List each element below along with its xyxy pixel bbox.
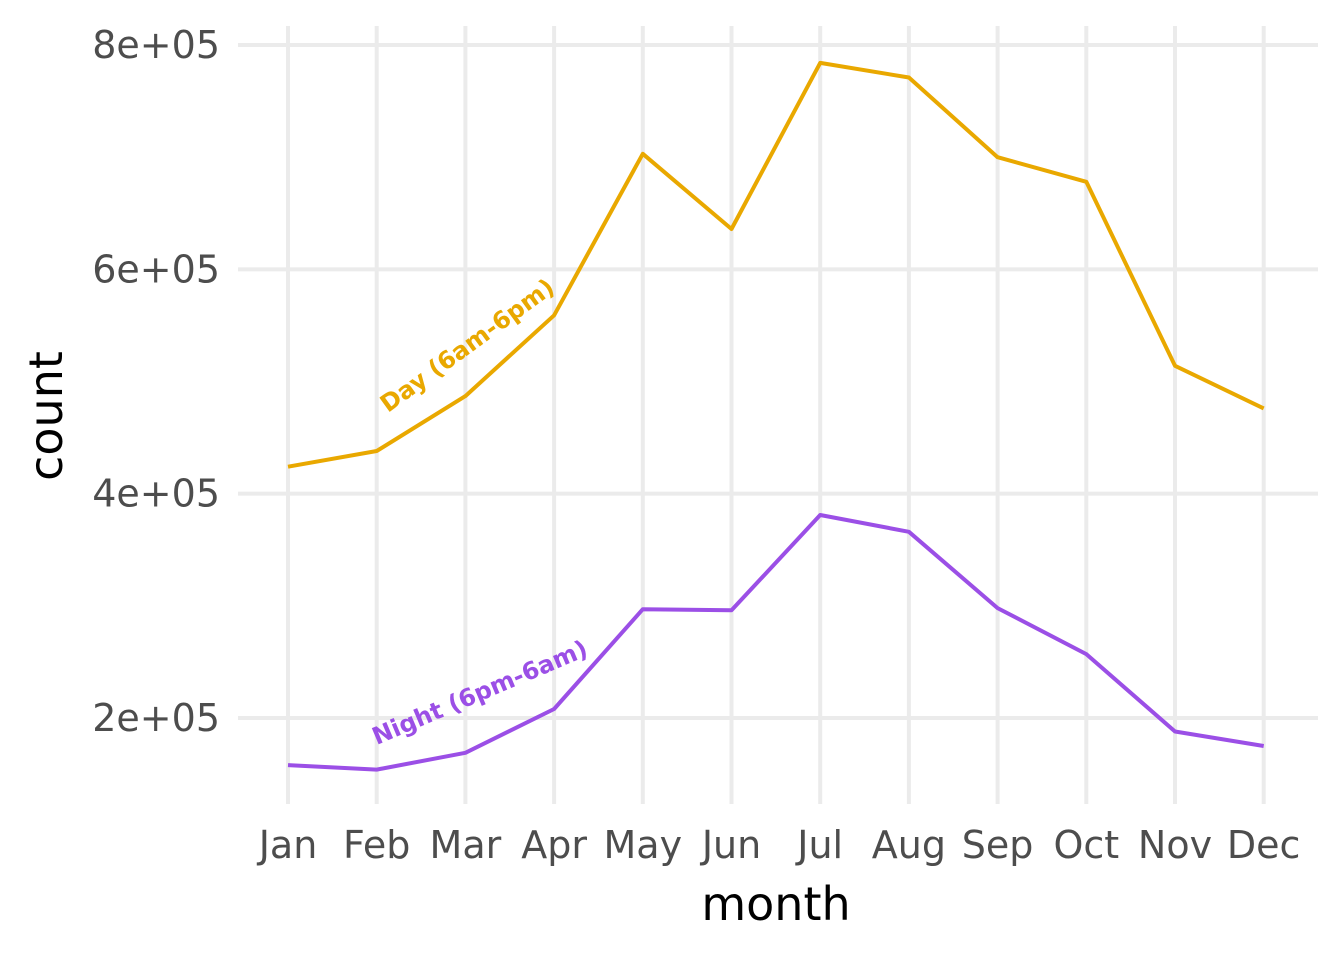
x-tick-label: Nov <box>1138 823 1212 867</box>
x-tick-label: Dec <box>1227 823 1301 867</box>
x-tick-label: Apr <box>521 823 587 867</box>
night-series-label: Night (6pm-6am) <box>368 635 592 751</box>
x-tick-label: Jun <box>700 823 761 867</box>
y-tick-label: 4e+05 <box>92 472 220 516</box>
y-tick-label: 2e+05 <box>92 696 220 740</box>
y-axis-title: count <box>19 351 73 481</box>
x-tick-label: May <box>604 823 683 867</box>
x-tick-label: Mar <box>430 823 502 867</box>
series-labels: Day (6am-6pm)Night (6pm-6am) <box>368 273 592 751</box>
x-axis-ticks: Jan Feb Mar Apr May Jun Jul Aug Sep Oct Nov Dec <box>257 823 1301 867</box>
x-axis-title: month <box>701 877 850 931</box>
x-tick-label: Feb <box>343 823 410 867</box>
night-series-line <box>287 513 1265 772</box>
grid-lines <box>238 26 1318 804</box>
y-tick-label: 8e+05 <box>92 23 220 67</box>
y-axis-ticks: 2e+05 4e+05 6e+05 8e+05 <box>92 23 220 740</box>
y-tick-label: 6e+05 <box>92 247 220 291</box>
series-lines <box>287 60 1265 772</box>
x-tick-label: Sep <box>962 823 1034 867</box>
x-tick-label: Jan <box>257 823 318 867</box>
x-tick-label: Oct <box>1053 823 1119 867</box>
x-tick-label: Aug <box>872 823 946 867</box>
day-series-line <box>287 60 1265 469</box>
x-tick-label: Jul <box>795 823 843 867</box>
